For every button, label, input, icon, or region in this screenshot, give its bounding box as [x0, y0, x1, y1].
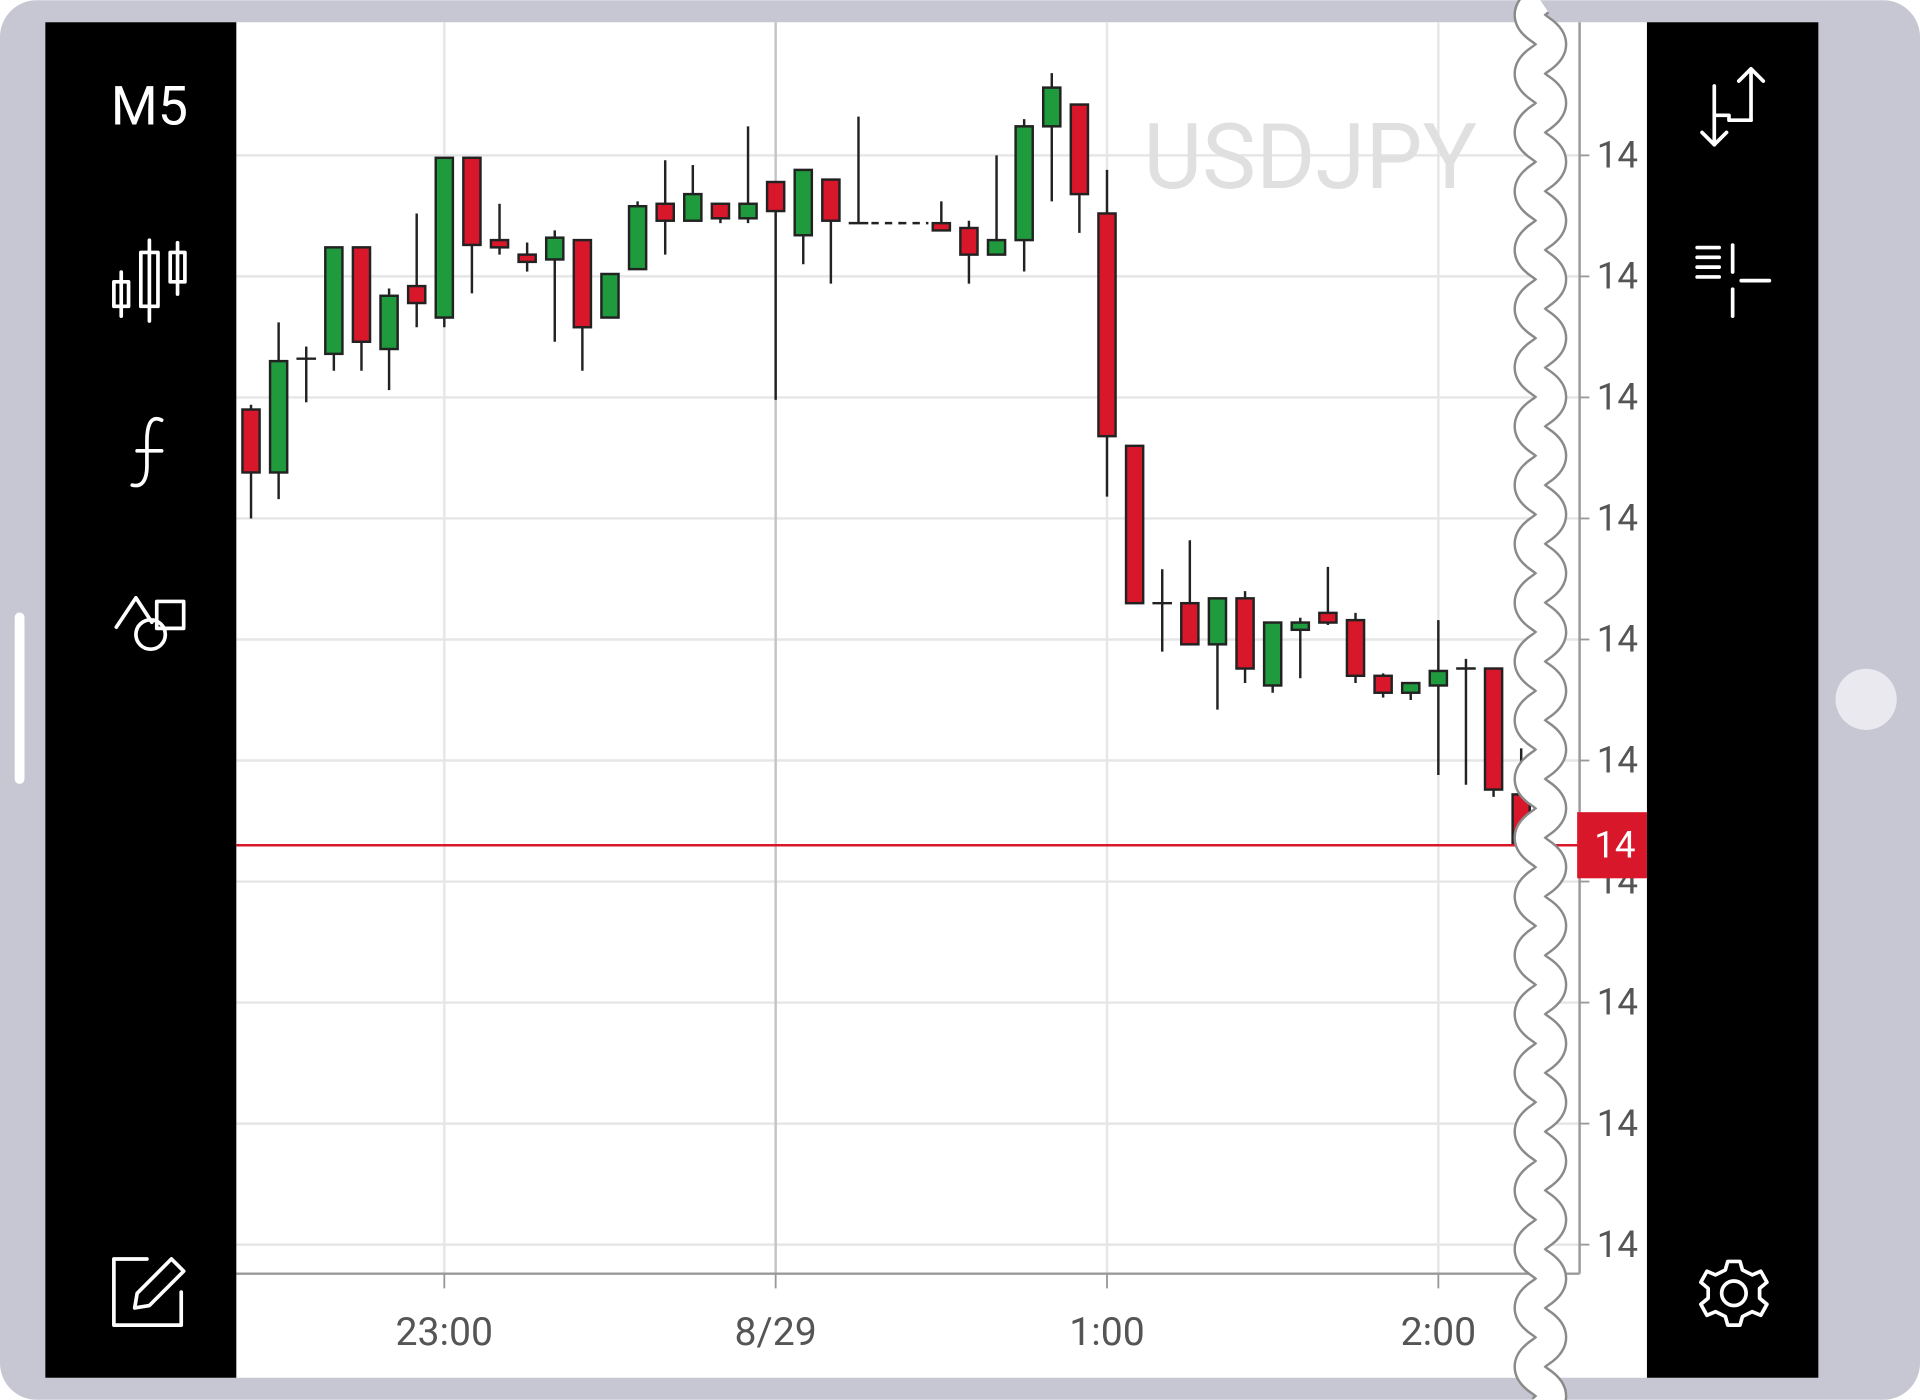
candle-body — [1428, 669, 1449, 687]
swap-button[interactable] — [1700, 66, 1766, 147]
chart-type-button[interactable] — [112, 238, 187, 323]
home-button — [1835, 668, 1897, 730]
current-price-label: 14 — [1594, 823, 1635, 866]
candle-body — [268, 359, 289, 474]
device-button — [14, 612, 25, 784]
y-tick-label: 14 — [1597, 739, 1638, 782]
plot-area: 14 14 14 14 14 14 14 14 14 14 23:00 8/29 1:00 2:00 USD… — [236, 22, 1647, 1355]
x-tick-label: 8/29 — [735, 1309, 817, 1355]
y-tick-label: 14 — [1597, 1102, 1638, 1145]
candles — [241, 73, 1531, 851]
candle-body — [1318, 611, 1338, 624]
candle-body — [1124, 444, 1145, 605]
indicator-button[interactable] — [130, 417, 164, 488]
x-tick-label: 23:00 — [396, 1309, 494, 1355]
right-toolbar — [1646, 22, 1819, 1378]
crop-break-fill — [1516, 0, 1565, 1400]
candle-body — [959, 226, 979, 256]
candle-body — [1262, 621, 1283, 687]
left-toolbar — [45, 22, 237, 1378]
candle-body — [1041, 86, 1062, 128]
candle-body — [1180, 601, 1200, 646]
candle-body — [544, 236, 565, 261]
settings-button[interactable] — [1698, 1259, 1769, 1327]
watermark: USDJPY — [1143, 105, 1477, 211]
candle-body — [489, 238, 510, 249]
candle-body — [1483, 667, 1504, 791]
candle-body — [627, 204, 648, 271]
timeframe-button[interactable]: M5 — [111, 76, 188, 139]
crop-break — [1513, 0, 1568, 1400]
candle-body — [1235, 597, 1255, 670]
candle-body — [986, 238, 1007, 256]
y-tick-label: 14 — [1597, 134, 1638, 177]
candle-body — [1207, 597, 1228, 646]
y-tick-label: 14 — [1597, 618, 1638, 661]
candle-body — [655, 202, 676, 222]
candle-body — [434, 156, 455, 319]
candle-body — [462, 156, 482, 247]
candle-body — [1014, 125, 1034, 242]
x-tick-label: 1:00 — [1069, 1309, 1145, 1355]
candle-body — [1345, 618, 1366, 678]
candle-body — [738, 202, 758, 220]
y-tick-label: 14 — [1597, 497, 1638, 540]
candle-body — [600, 272, 620, 319]
candle-body — [1097, 212, 1117, 438]
candle-body — [710, 202, 731, 220]
candle-body — [1373, 674, 1393, 694]
candle-body — [683, 192, 703, 222]
candle-body — [572, 238, 593, 329]
y-tick-label: 14 — [1597, 1223, 1638, 1266]
current-price-box — [1577, 812, 1647, 879]
candle-body — [821, 178, 841, 222]
candle-body — [241, 408, 261, 474]
y-tick-label: 14 — [1597, 255, 1638, 298]
candle-body — [379, 294, 399, 351]
crosshair-button[interactable] — [1695, 243, 1772, 318]
y-tick-label: 14 — [1597, 376, 1638, 419]
candle-body — [406, 284, 427, 305]
candle-body — [324, 246, 344, 356]
candle-body — [931, 221, 952, 232]
y-tick-label: 14 — [1597, 981, 1638, 1024]
candle-body — [793, 168, 814, 237]
x-tick-label: 2:00 — [1401, 1309, 1477, 1355]
candle-body — [1290, 621, 1311, 632]
drawing-tools-button[interactable] — [114, 595, 186, 652]
candle-body — [765, 180, 786, 213]
edit-button[interactable] — [112, 1257, 186, 1327]
candle-body — [1400, 681, 1421, 694]
candle-body — [1069, 103, 1090, 196]
candle-body — [517, 253, 537, 264]
candle-body — [351, 246, 372, 343]
